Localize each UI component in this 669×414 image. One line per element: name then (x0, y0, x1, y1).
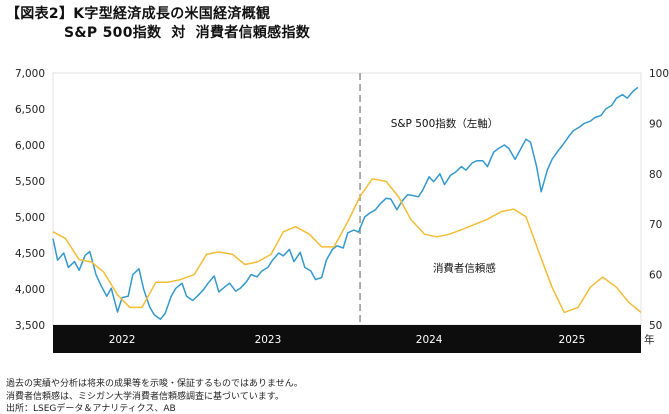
x-axis-unit-label: 年 (644, 333, 655, 346)
chart-subtitle: S&P 500指数対消費者信頼感指数 (64, 22, 320, 42)
sentiment-annotation: 消費者信頼感 (433, 262, 496, 275)
subtitle-right-series: 消費者信頼感指数 (195, 25, 311, 41)
subtitle-left-series: S&P 500指数 (64, 25, 162, 41)
x-tick-label: 2024 (416, 334, 443, 346)
figure-label: 【図表2】 (6, 6, 74, 22)
y-left-tick-label: 6,500 (15, 104, 45, 116)
footnote-disclaimer: 過去の実績や分析は将来の成果等を示唆・保証するものではありません。 (6, 379, 303, 389)
sp500-series-line (52, 86, 639, 320)
sentiment-series-line (52, 178, 642, 314)
y-left-tick-label: 4,500 (15, 248, 45, 260)
x-axis-band (53, 325, 641, 353)
y-right-tick-label: 80 (649, 169, 662, 181)
y-left-tick-label: 7,000 (15, 68, 45, 80)
footnote-sentiment-source: 消費者信頼感は、ミシガン大学消費者信頼感調査に基づいています。 (6, 392, 284, 402)
x-tick-label: 2025 (559, 334, 586, 346)
chart-title: K字型経済成長の米国経済概観 (73, 6, 271, 22)
y-right-tick-label: 90 (649, 118, 662, 130)
line-chart: 3,500 4,000 4,500 5,000 5,500 6,000 6,500 7,000… (15, 68, 669, 353)
x-tick-label: 2022 (109, 334, 136, 346)
subtitle-versus: 対 (171, 25, 186, 41)
y-right-tick-label: 70 (649, 219, 662, 231)
footnote-data-source: 出所：LSEGデータ＆アナリティクス、AB (6, 404, 176, 414)
sp500-annotation: S&P 500指数（左軸） (391, 117, 499, 130)
y-left-tick-label: 6,000 (15, 140, 45, 152)
y-right-tick-label: 50 (649, 320, 662, 332)
page-title: 【図表2】K字型経済成長の米国経済概観 (6, 3, 270, 23)
x-tick-label: 2023 (255, 334, 282, 346)
y-left-tick-label: 5,500 (15, 176, 45, 188)
y-left-tick-label: 3,500 (15, 320, 45, 332)
y-right-tick-label: 60 (649, 270, 662, 282)
y-right-tick-label: 100 (649, 68, 669, 80)
y-left-tick-label: 5,000 (15, 212, 45, 224)
y-left-tick-label: 4,000 (15, 284, 45, 296)
